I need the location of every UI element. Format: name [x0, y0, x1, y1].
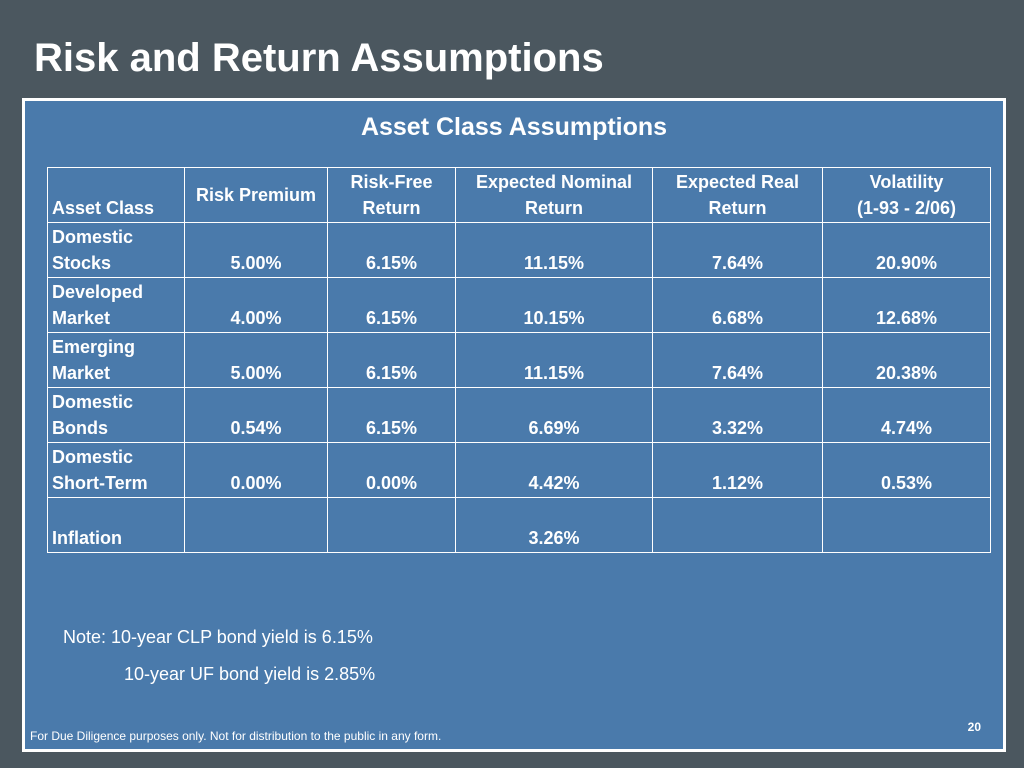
- panel-title: Asset Class Assumptions: [360, 113, 668, 141]
- header-volatility: Volatility (1-93 - 2/06): [822, 167, 991, 223]
- expected-real-return-cell: 6.68%: [652, 277, 823, 333]
- content-panel: Asset Class Assumptions Asset Class Risk…: [22, 98, 1006, 752]
- risk-free-return-cell: 0.00%: [327, 442, 456, 498]
- asset-class-cell: Domestic Bonds: [47, 387, 185, 443]
- header-risk-free-return: Risk-Free Return: [327, 167, 456, 223]
- risk-premium-cell: 5.00%: [184, 332, 328, 388]
- expected-nominal-return-cell: 4.42%: [455, 442, 653, 498]
- disclaimer: For Due Diligence purposes only. Not for…: [30, 729, 442, 743]
- asset-class-cell: Inflation: [47, 497, 185, 553]
- asset-class-cell: Domestic Stocks: [47, 222, 185, 278]
- expected-nominal-return-cell: 3.26%: [455, 497, 653, 553]
- volatility-cell: [822, 497, 991, 553]
- risk-premium-cell: [184, 497, 328, 553]
- table-header-row: Asset Class Risk Premium Risk-Free Return…: [47, 167, 991, 223]
- expected-nominal-return-cell: 10.15%: [455, 277, 653, 333]
- expected-nominal-return-cell: 6.69%: [455, 387, 653, 443]
- note-line-uf: 10-year UF bond yield is 2.85%: [124, 664, 376, 684]
- volatility-cell: 12.68%: [822, 277, 991, 333]
- risk-free-return-cell: 6.15%: [327, 332, 456, 388]
- table-row: Domestic Bonds 0.54% 6.15% 6.69% 3.32% 4.…: [47, 387, 991, 443]
- expected-real-return-cell: [652, 497, 823, 553]
- note: Note: 10-year CLP bond yield is 6.15% 10…: [63, 619, 375, 693]
- risk-premium-cell: 4.00%: [184, 277, 328, 333]
- expected-real-return-cell: 7.64%: [652, 222, 823, 278]
- expected-nominal-return-cell: 11.15%: [455, 222, 653, 278]
- expected-real-return-cell: 1.12%: [652, 442, 823, 498]
- expected-real-return-cell: 7.64%: [652, 332, 823, 388]
- risk-premium-cell: 0.54%: [184, 387, 328, 443]
- table-row: Domestic Stocks 5.00% 6.15% 11.15% 7.64% …: [47, 222, 991, 278]
- header-expected-real-return: Expected Real Return: [652, 167, 823, 223]
- expected-real-return-cell: 3.32%: [652, 387, 823, 443]
- risk-premium-cell: 0.00%: [184, 442, 328, 498]
- page-number: 20: [967, 720, 981, 734]
- volatility-cell: 4.74%: [822, 387, 991, 443]
- table-row: Developed Market 4.00% 6.15% 10.15% 6.68%…: [47, 277, 991, 333]
- asset-class-table: Asset Class Risk Premium Risk-Free Return…: [47, 167, 991, 553]
- table-row: Inflation 3.26%: [47, 497, 991, 553]
- header-risk-premium: Risk Premium: [184, 167, 328, 223]
- header-expected-nominal-return: Expected Nominal Return: [455, 167, 653, 223]
- slide-title: Risk and Return Assumptions: [34, 36, 604, 80]
- asset-class-cell: Developed Market: [47, 277, 185, 333]
- volatility-cell: 20.90%: [822, 222, 991, 278]
- note-line-clp: Note: 10-year CLP bond yield is 6.15%: [63, 627, 373, 647]
- expected-nominal-return-cell: 11.15%: [455, 332, 653, 388]
- risk-free-return-cell: [327, 497, 456, 553]
- asset-class-cell: Domestic Short-Term: [47, 442, 185, 498]
- header-asset-class: Asset Class: [47, 167, 185, 223]
- volatility-cell: 0.53%: [822, 442, 991, 498]
- asset-class-cell: Emerging Market: [47, 332, 185, 388]
- risk-premium-cell: 5.00%: [184, 222, 328, 278]
- risk-free-return-cell: 6.15%: [327, 387, 456, 443]
- table-row: Emerging Market 5.00% 6.15% 11.15% 7.64% …: [47, 332, 991, 388]
- risk-free-return-cell: 6.15%: [327, 222, 456, 278]
- table-row: Domestic Short-Term 0.00% 0.00% 4.42% 1.1…: [47, 442, 991, 498]
- risk-free-return-cell: 6.15%: [327, 277, 456, 333]
- volatility-cell: 20.38%: [822, 332, 991, 388]
